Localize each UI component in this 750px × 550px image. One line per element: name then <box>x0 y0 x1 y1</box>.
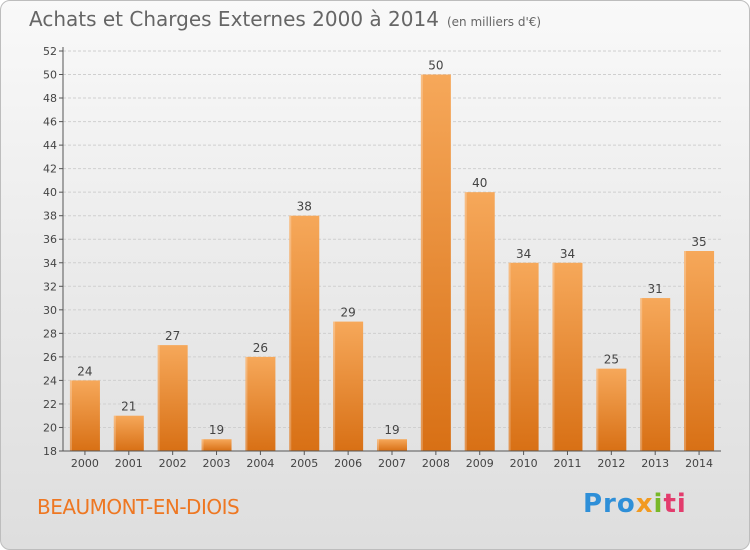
x-tick-label: 2012 <box>597 457 625 470</box>
bar-highlight <box>113 415 116 451</box>
city-name: BEAUMONT-EN-DIOIS <box>37 495 240 519</box>
bar-value-label: 50 <box>428 59 443 73</box>
bar-2006 <box>333 321 364 451</box>
bar-2007 <box>377 439 407 451</box>
proxiti-logo[interactable]: Proxiti <box>583 489 687 519</box>
bar-value-label: 34 <box>560 247 575 261</box>
bar-value-label: 19 <box>209 423 224 437</box>
x-tick-label: 2003 <box>203 457 231 470</box>
x-tick-label: 2002 <box>159 457 187 470</box>
y-tick-label: 38 <box>43 210 57 223</box>
y-tick-label: 18 <box>43 445 57 458</box>
bar-highlight <box>289 215 292 451</box>
x-tick-label: 2006 <box>334 457 362 470</box>
y-tick-label: 36 <box>43 233 57 246</box>
bar-value-label: 38 <box>297 200 312 214</box>
y-tick-label: 40 <box>43 186 57 199</box>
bar-2005 <box>289 215 320 451</box>
bar-highlight <box>508 262 511 451</box>
y-tick-label: 52 <box>43 45 57 58</box>
bars: 24 21 27 19 26 38 29 19 50 40 34 34 25 31 35 <box>69 59 715 452</box>
y-tick-label: 34 <box>43 257 57 270</box>
bar-value-label: 35 <box>691 235 706 249</box>
y-tick-label: 24 <box>43 374 57 387</box>
bar-highlight <box>377 439 379 451</box>
bar-highlight <box>464 192 467 452</box>
logo-part-3: i <box>653 489 664 519</box>
y-tick-label: 44 <box>43 139 57 152</box>
bar-value-label: 29 <box>340 306 355 320</box>
bar-2000 <box>69 380 100 451</box>
bar-highlight <box>640 298 643 451</box>
x-tick-label: 2004 <box>246 457 274 470</box>
y-tick-label: 28 <box>43 327 57 340</box>
y-tick-label: 26 <box>43 351 57 364</box>
bar-highlight <box>420 74 423 451</box>
y-tick-label: 42 <box>43 163 57 176</box>
bar-2002 <box>157 345 188 451</box>
bar-2003 <box>201 439 232 451</box>
bar-2014 <box>684 251 715 451</box>
bar-value-label: 21 <box>121 400 136 414</box>
bar-2011 <box>552 262 583 451</box>
bar-value-label: 34 <box>516 247 531 261</box>
logo-part-1: Pro <box>583 489 636 519</box>
y-tick-label: 48 <box>43 92 57 105</box>
bar-highlight <box>684 251 687 451</box>
bar-value-label: 27 <box>165 329 180 343</box>
x-tick-label: 2005 <box>290 457 318 470</box>
bar-value-label: 19 <box>384 423 399 437</box>
y-tick-label: 22 <box>43 398 57 411</box>
bar-highlight <box>245 356 248 451</box>
bar-2004 <box>245 356 276 451</box>
bar-2010 <box>508 262 539 451</box>
bar-2009 <box>464 192 495 452</box>
x-tick-label: 2014 <box>685 457 713 470</box>
x-tick-label: 2007 <box>378 457 406 470</box>
bar-highlight <box>596 368 599 451</box>
x-tick-label: 2010 <box>510 457 538 470</box>
x-tick-label: 2009 <box>466 457 494 470</box>
logo-part-4: ti <box>663 489 687 519</box>
bar-2012 <box>596 368 627 451</box>
bar-highlight <box>69 380 72 451</box>
y-tick-label: 32 <box>43 280 57 293</box>
chart-title-text: Achats et Charges Externes 2000 à 2014 <box>29 7 439 31</box>
x-tick-label: 2011 <box>553 457 581 470</box>
axes: 18 20 22 24 26 28 30 32 34 36 38 40 42 44 46 48 50 52 2000… <box>43 45 721 470</box>
chart-title-unit: (en milliers d'€) <box>446 15 542 29</box>
logo-part-2: x <box>635 489 654 519</box>
x-tick-label: 2000 <box>71 457 99 470</box>
x-tick-label: 2008 <box>422 457 450 470</box>
bar-highlight <box>333 321 336 451</box>
bar-highlight <box>157 345 160 451</box>
bar-highlight <box>552 262 555 451</box>
bar-value-label: 24 <box>77 364 92 378</box>
y-tick-label: 30 <box>43 304 57 317</box>
y-tick-label: 46 <box>43 116 57 129</box>
y-tick-label: 20 <box>43 421 57 434</box>
bar-value-label: 25 <box>604 353 619 367</box>
bar-2013 <box>640 298 671 451</box>
bar-2001 <box>113 415 144 451</box>
bar-value-label: 26 <box>253 341 268 355</box>
bar-2008 <box>420 74 451 451</box>
chart-title: Achats et Charges Externes 2000 à 2014 (e… <box>29 7 541 31</box>
bar-value-label: 31 <box>648 282 663 296</box>
bar-highlight <box>201 439 204 451</box>
bar-value-label: 40 <box>472 176 487 190</box>
y-tick-label: 50 <box>43 69 57 82</box>
x-tick-label: 2013 <box>641 457 669 470</box>
x-tick-label: 2001 <box>115 457 143 470</box>
